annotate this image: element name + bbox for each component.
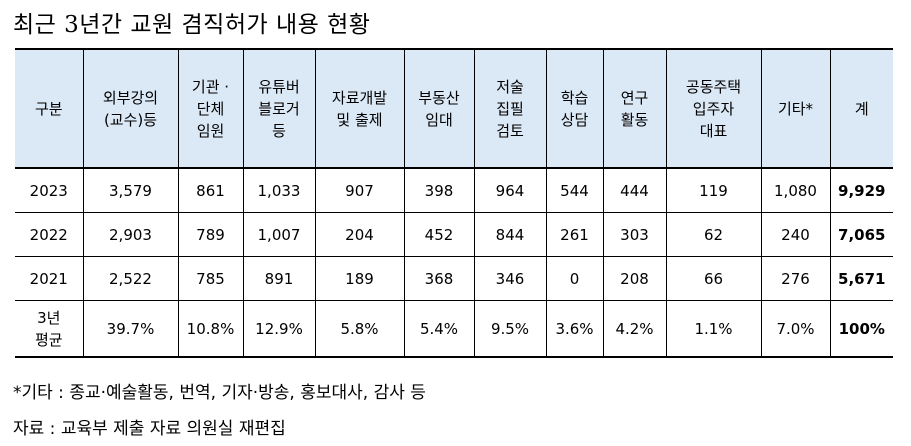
table-header-row: 구분 외부강의 (교수)등 기관 · 단체 임원 유튜버 블로거 등 자료개발 및 출제 부… — [15, 48, 893, 169]
table-cell: 346 — [473, 256, 547, 301]
header-cell-other: 기타* — [760, 48, 831, 169]
table-cell: 964 — [473, 167, 547, 213]
header-cell-lecture: 외부강의 (교수)등 — [82, 48, 179, 169]
table-cell: 5.4% — [403, 300, 475, 358]
table-cell: 204 — [314, 212, 405, 257]
table-cell: 2,903 — [82, 212, 179, 257]
header-cell-real-estate: 부동산 임대 — [403, 48, 475, 169]
table-cell: 303 — [602, 212, 667, 257]
table-row: 2021 2,522 785 891 189 368 346 0 208 66 276 5,671 — [15, 256, 893, 301]
table-cell: 5.8% — [314, 300, 405, 358]
table-cell: 66 — [665, 256, 762, 301]
table-row: 2023 3,579 861 1,033 907 398 964 544 444 119 1,080… — [15, 167, 893, 213]
table-cell: 544 — [545, 167, 604, 213]
table-cell: 9.5% — [473, 300, 547, 358]
table-cell: 7.0% — [760, 300, 831, 358]
document-title: 최근 3년간 교원 겸직허가 내용 현황 — [13, 12, 371, 38]
table-cell: 208 — [602, 256, 667, 301]
header-cell-counseling: 학습 상담 — [545, 48, 604, 169]
header-cell-writing: 저술 집필 검토 — [473, 48, 547, 169]
table-cell: 12.9% — [242, 300, 316, 358]
table-cell: 1,007 — [242, 212, 316, 257]
table-cell: 240 — [760, 212, 831, 257]
table-cell: 4.2% — [602, 300, 667, 358]
table-cell: 0 — [545, 256, 604, 301]
total-cell: 9,929 — [829, 167, 893, 213]
row-label-cell: 2023 — [15, 167, 84, 213]
header-cell-total: 계 — [829, 48, 893, 169]
table-cell: 844 — [473, 212, 547, 257]
table-cell: 907 — [314, 167, 405, 213]
footnote-other: *기타 : 종교·예술활동, 번역, 기자·방송, 홍보대사, 감사 등 — [13, 383, 426, 403]
table-cell: 3.6% — [545, 300, 604, 358]
header-cell-category: 구분 — [15, 48, 84, 169]
row-label-cell: 3년 평균 — [15, 300, 84, 358]
table-cell: 2,522 — [82, 256, 179, 301]
table-cell: 10.8% — [177, 300, 244, 358]
source-note: 자료 : 교육부 제출 자료 의원실 재편집 — [13, 419, 286, 439]
header-cell-research: 연구 활동 — [602, 48, 667, 169]
total-cell: 7,065 — [829, 212, 893, 257]
table-cell: 39.7% — [82, 300, 179, 358]
table-cell: 368 — [403, 256, 475, 301]
table-cell: 861 — [177, 167, 244, 213]
total-cell: 5,671 — [829, 256, 893, 301]
table-cell: 398 — [403, 167, 475, 213]
header-cell-apartment-rep: 공동주택 입주자 대표 — [665, 48, 762, 169]
table-cell: 785 — [177, 256, 244, 301]
table-cell: 189 — [314, 256, 405, 301]
table-cell: 261 — [545, 212, 604, 257]
header-cell-youtuber: 유튜버 블로거 등 — [242, 48, 316, 169]
table-cell: 1,033 — [242, 167, 316, 213]
table-cell: 276 — [760, 256, 831, 301]
table-cell: 1.1% — [665, 300, 762, 358]
table-cell: 3,579 — [82, 167, 179, 213]
table-cell: 789 — [177, 212, 244, 257]
total-cell: 100% — [829, 300, 893, 358]
table-cell: 452 — [403, 212, 475, 257]
row-label-cell: 2022 — [15, 212, 84, 257]
table-cell: 891 — [242, 256, 316, 301]
row-label-cell: 2021 — [15, 256, 84, 301]
table-cell: 119 — [665, 167, 762, 213]
table-cell: 62 — [665, 212, 762, 257]
table-row: 3년 평균 39.7% 10.8% 12.9% 5.8% 5.4% 9.5% 3.6% 4.2% 1… — [15, 300, 893, 358]
teacher-side-job-table: 구분 외부강의 (교수)등 기관 · 단체 임원 유튜버 블로거 등 자료개발 및 출제 부… — [15, 48, 893, 358]
table-row: 2022 2,903 789 1,007 204 452 844 261 303 62 240 7,0… — [15, 212, 893, 257]
table-cell: 1,080 — [760, 167, 831, 213]
table-cell: 444 — [602, 167, 667, 213]
header-cell-material-dev: 자료개발 및 출제 — [314, 48, 405, 169]
header-cell-org-officer: 기관 · 단체 임원 — [177, 48, 244, 169]
